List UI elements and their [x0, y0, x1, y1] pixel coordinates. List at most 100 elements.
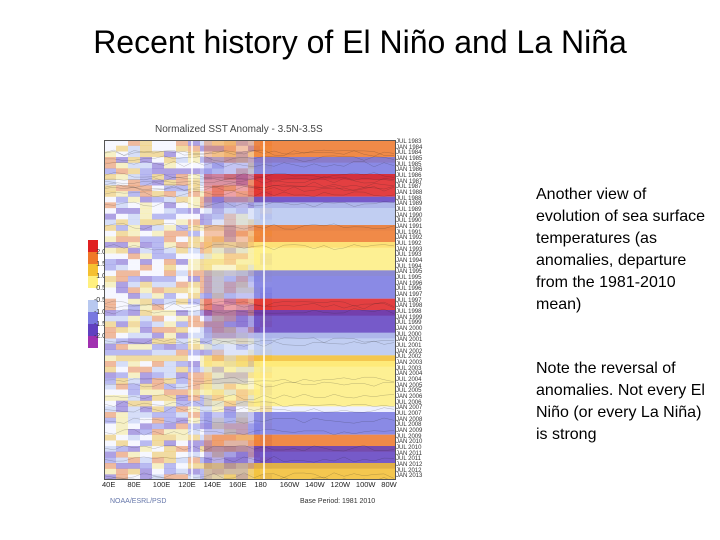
texture-cell	[200, 213, 212, 220]
texture-cell	[176, 400, 188, 407]
texture-cell	[200, 463, 212, 469]
colorbar-swatch	[88, 264, 98, 276]
texture-cell	[212, 468, 224, 475]
colorbar-label: 1.0	[96, 273, 106, 280]
texture-cell	[176, 429, 188, 435]
texture-cell	[104, 315, 116, 322]
time-label: JUL 2010	[396, 445, 422, 451]
anomaly-band-fade	[204, 310, 254, 339]
texture-cell	[104, 162, 116, 169]
texture-cell	[200, 174, 212, 180]
texture-cell	[236, 225, 248, 231]
texture-cell	[164, 230, 176, 237]
texture-cell	[224, 247, 236, 254]
texture-cell	[128, 372, 140, 379]
contour-line	[104, 472, 395, 479]
texture-cell	[176, 451, 188, 458]
texture-cell	[176, 157, 188, 163]
texture-cell	[176, 310, 188, 316]
time-label: JUL 1987	[396, 184, 422, 191]
time-label: JAN 1991	[396, 224, 423, 230]
texture-cell	[140, 321, 152, 328]
texture-cell	[200, 185, 212, 192]
texture-cell	[224, 429, 236, 435]
texture-cell	[152, 191, 164, 197]
texture-cell	[104, 145, 116, 152]
texture-cell	[188, 344, 200, 350]
time-label: JUL 1984	[396, 150, 422, 157]
texture-cell	[224, 145, 236, 152]
texture-cell	[116, 208, 128, 214]
texture-cell	[164, 355, 176, 362]
texture-cell	[116, 332, 128, 339]
texture-cell	[236, 429, 248, 435]
texture-cell	[140, 463, 152, 469]
texture-cell	[140, 423, 152, 430]
texture-cell	[104, 270, 116, 277]
texture-cell	[152, 434, 164, 441]
texture-cell	[224, 162, 236, 169]
texture-cell	[176, 298, 188, 305]
texture-cell	[164, 423, 176, 430]
texture-cell	[152, 202, 164, 209]
texture-cell	[152, 264, 164, 271]
texture-cell	[140, 157, 152, 163]
texture-cell	[224, 230, 236, 237]
time-label: JUL 2001	[396, 343, 422, 349]
texture-cell	[128, 287, 140, 294]
texture-cell	[176, 230, 188, 237]
texture-cell	[104, 383, 116, 390]
texture-cell	[164, 298, 176, 305]
texture-cell	[212, 213, 224, 220]
texture-cell	[152, 315, 164, 322]
texture-cell	[116, 389, 128, 396]
texture-cell	[140, 145, 152, 152]
texture-cell	[236, 140, 248, 146]
plot-border	[104, 140, 396, 480]
texture-cell	[116, 310, 128, 316]
texture-cell	[212, 264, 224, 271]
texture-cell	[224, 157, 236, 163]
texture-cell	[224, 304, 236, 311]
texture-cell	[104, 327, 116, 333]
texture-cell	[236, 344, 248, 350]
texture-cell	[200, 281, 212, 288]
texture-cell	[128, 344, 140, 350]
texture-cell	[212, 344, 224, 350]
texture-cell	[200, 140, 212, 146]
texture-cell	[104, 400, 116, 407]
time-label: JUL 1989	[396, 207, 422, 213]
texture-cell	[140, 264, 152, 271]
texture-cell	[104, 157, 116, 163]
texture-cell	[200, 230, 212, 237]
texture-cell	[212, 298, 224, 305]
texture-cell	[176, 196, 188, 203]
texture-cell	[176, 242, 188, 248]
texture-cell	[212, 457, 224, 464]
texture-cell	[176, 287, 188, 294]
texture-cell	[164, 304, 176, 311]
longitude-label: 120E	[178, 480, 196, 489]
longitude-label: 100W	[355, 480, 376, 489]
time-label: JUL 1991	[396, 229, 422, 236]
time-label: JUL 1985	[396, 161, 422, 168]
texture-cell	[212, 191, 224, 197]
texture-cell	[104, 321, 116, 328]
texture-cell	[200, 304, 212, 311]
texture-cell	[188, 395, 200, 401]
texture-cell	[164, 344, 176, 350]
texture-cell	[236, 202, 248, 209]
texture-cell	[152, 361, 164, 367]
texture-cell	[164, 372, 176, 379]
texture-cell	[116, 179, 128, 186]
texture-cell	[176, 253, 188, 260]
texture-cell	[176, 191, 188, 197]
time-label: JAN 2010	[396, 439, 423, 446]
colorbar-swatch	[88, 252, 98, 264]
texture-cell	[128, 236, 140, 243]
texture-cell	[188, 338, 200, 345]
texture-cell	[164, 174, 176, 180]
contour-line	[104, 445, 395, 452]
time-label: JAN 1993	[396, 246, 423, 253]
texture-cell	[224, 344, 236, 350]
